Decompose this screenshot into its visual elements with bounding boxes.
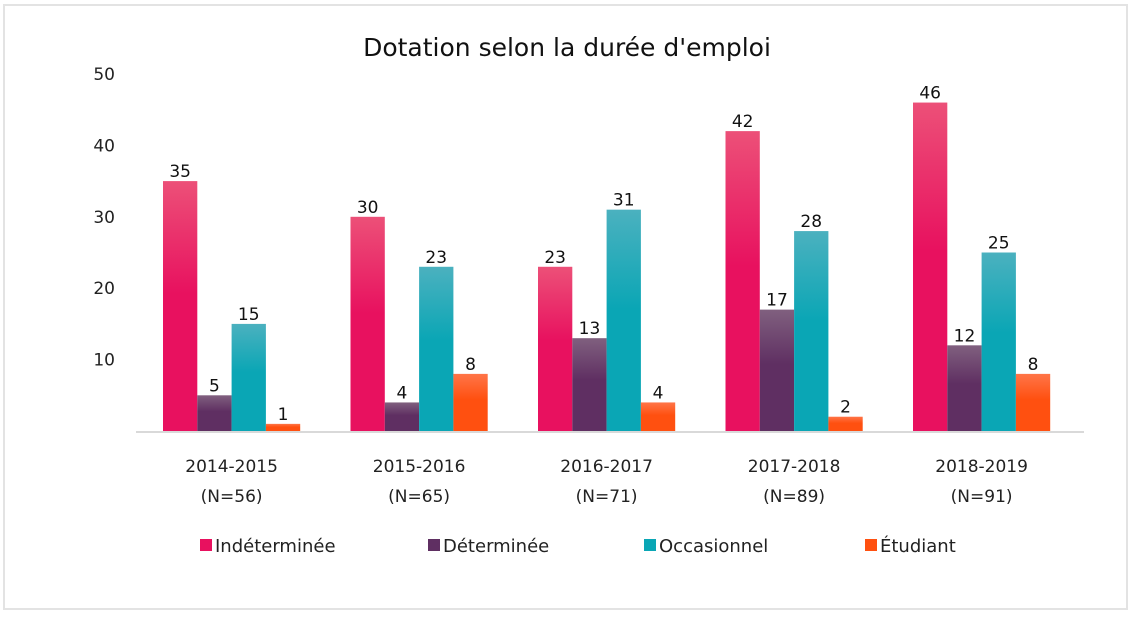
- legend-swatch: [644, 539, 656, 551]
- data-label: 8: [1028, 355, 1039, 375]
- legend-label: Déterminée: [443, 536, 549, 557]
- data-label: 23: [544, 248, 566, 268]
- data-label: 28: [800, 212, 822, 232]
- data-label: 25: [988, 234, 1010, 254]
- data-label: 1: [278, 405, 289, 425]
- bar-occasionnel-1: [419, 266, 454, 431]
- data-label: 17: [766, 291, 788, 311]
- x-tick-sublabel: (N=89): [763, 487, 825, 507]
- data-label: 12: [954, 326, 976, 346]
- bar-determinee-4: [947, 345, 982, 431]
- x-tick-label: 2017-2018: [748, 457, 841, 477]
- data-label: 8: [465, 355, 476, 375]
- y-axis: 10 20 30 40 50: [93, 65, 115, 371]
- bar-etudiant-3: [828, 416, 863, 431]
- data-label: 4: [653, 383, 664, 403]
- bar-occasionnel-3: [794, 231, 829, 431]
- bar-determinee-1: [384, 402, 420, 431]
- bars: [163, 102, 1051, 431]
- x-tick-label: 2015-2016: [373, 457, 466, 477]
- bar-occasionnel-0: [231, 323, 266, 431]
- bar-etudiant-4: [1015, 373, 1051, 431]
- legend-label: Étudiant: [880, 535, 956, 557]
- legend: Indéterminée Déterminée Occasionnel Étudian…: [200, 535, 956, 557]
- bar-indeterminee-2: [538, 266, 573, 431]
- bar-etudiant-1: [453, 373, 488, 431]
- data-label: 35: [169, 162, 191, 182]
- data-label: 46: [919, 84, 941, 104]
- data-labels: 35 5 15 1 30 4 23 8 23 13 31 4 42 17 28 2 46 12 25 8: [169, 84, 1038, 425]
- legend-item: Étudiant: [865, 535, 956, 557]
- data-label: 5: [209, 376, 220, 396]
- bar-occasionnel-2: [606, 209, 641, 431]
- data-label: 2: [840, 398, 851, 418]
- legend-swatch: [428, 539, 440, 551]
- data-label: 31: [613, 191, 635, 211]
- data-label: 15: [238, 305, 260, 325]
- legend-label: Occasionnel: [659, 536, 768, 557]
- x-tick-sublabel: (N=56): [201, 487, 263, 507]
- bar-indeterminee-4: [913, 102, 948, 431]
- bar-indeterminee-3: [725, 131, 760, 431]
- legend-item: Déterminée: [428, 536, 549, 557]
- legend-swatch: [200, 539, 212, 551]
- x-axis: 2014-2015 (N=56) 2015-2016 (N=65) 2016-2017 (…: [185, 457, 1028, 507]
- x-tick-label: 2016-2017: [560, 457, 653, 477]
- x-tick-sublabel: (N=65): [388, 487, 450, 507]
- y-tick-label: 50: [93, 65, 115, 85]
- x-tick-label: 2014-2015: [185, 457, 278, 477]
- data-label: 42: [732, 112, 754, 132]
- data-label: 4: [397, 383, 408, 403]
- data-label: 23: [425, 248, 447, 268]
- bar-determinee-3: [759, 309, 795, 431]
- x-tick-sublabel: (N=71): [576, 487, 638, 507]
- legend-item: Occasionnel: [644, 536, 768, 557]
- data-label: 30: [357, 198, 379, 218]
- y-tick-label: 10: [93, 351, 115, 371]
- bar-determinee-0: [197, 395, 232, 431]
- bar-occasionnel-4: [981, 252, 1016, 431]
- bar-indeterminee-1: [350, 216, 385, 431]
- y-tick-label: 20: [93, 279, 115, 299]
- legend-label: Indéterminée: [215, 536, 336, 557]
- bar-determinee-2: [572, 338, 607, 431]
- legend-item: Indéterminée: [200, 536, 336, 557]
- y-tick-label: 40: [93, 136, 115, 156]
- chart-title: Dotation selon la durée d'emploi: [363, 33, 771, 62]
- y-tick-label: 30: [93, 208, 115, 228]
- x-tick-sublabel: (N=91): [951, 487, 1013, 507]
- x-tick-label: 2018-2019: [935, 457, 1028, 477]
- bar-etudiant-0: [265, 423, 301, 431]
- bar-indeterminee-0: [163, 181, 198, 431]
- bar-etudiant-2: [640, 402, 676, 431]
- legend-swatch: [865, 539, 877, 551]
- data-label: 13: [579, 319, 601, 339]
